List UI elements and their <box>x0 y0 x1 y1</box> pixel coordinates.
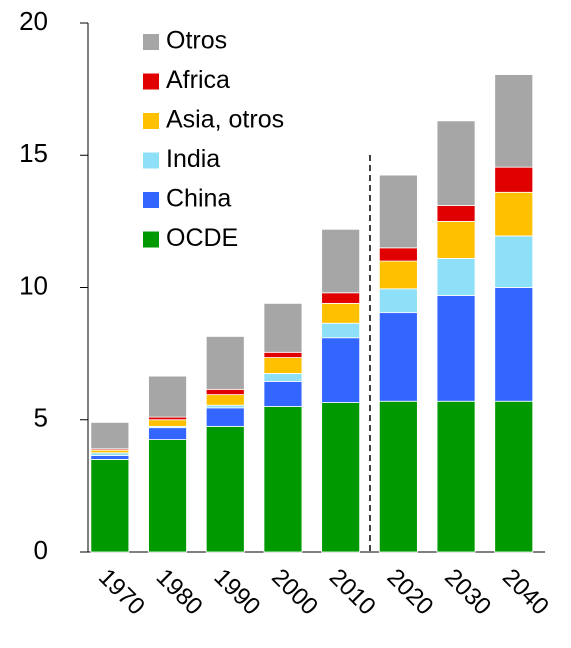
legend-label: Asia, otros <box>166 106 284 134</box>
legend-label: India <box>166 145 220 173</box>
bar-segment <box>321 322 361 339</box>
bar-segment <box>436 220 476 259</box>
bar-segment <box>378 247 418 262</box>
x-tick-label: 2030 <box>439 564 496 621</box>
bar-segment <box>321 302 361 324</box>
y-tick-label: 10 <box>19 270 48 300</box>
legend-swatch <box>143 73 159 90</box>
bar-segment <box>378 260 418 290</box>
bar-segment <box>90 459 130 553</box>
x-tick-label: 2040 <box>497 564 554 621</box>
legend-label: Africa <box>166 66 230 94</box>
x-tick-label: 1980 <box>151 564 208 621</box>
bar-segment <box>494 191 534 237</box>
bar-segment <box>263 357 303 374</box>
legend-swatch <box>143 152 159 169</box>
bar-segment <box>263 373 303 382</box>
bar-segment <box>436 120 476 206</box>
bar-segment <box>148 427 187 440</box>
bar-segment <box>378 400 418 553</box>
legend-label: China <box>166 185 231 213</box>
bar-segment <box>321 292 361 304</box>
y-tick-label: 20 <box>19 6 48 36</box>
bar-segment <box>378 174 418 249</box>
bar-segment <box>263 351 303 358</box>
bar-segment <box>321 228 361 294</box>
bar-segment <box>436 205 476 222</box>
bar-segment <box>205 336 245 390</box>
bar-segment <box>148 375 187 418</box>
x-tick-label: 2010 <box>324 564 381 621</box>
bar-segment <box>263 302 303 353</box>
bar-segment <box>321 402 361 553</box>
legend-swatch <box>143 113 159 129</box>
bar-segment <box>494 74 534 168</box>
bar-segment <box>205 394 245 406</box>
bar-segment <box>494 166 534 193</box>
bar-segment <box>436 258 476 296</box>
x-tick-label: 1970 <box>93 564 150 621</box>
bar-segment <box>494 287 534 402</box>
y-tick-label: 5 <box>34 403 48 433</box>
y-tick-label: 15 <box>19 138 48 168</box>
bar-segment <box>148 419 187 427</box>
bar-segment <box>494 235 534 288</box>
x-tick-label: 2000 <box>266 564 323 621</box>
bar-segment <box>90 455 130 460</box>
bar-segment <box>90 421 130 450</box>
bar-segment <box>494 400 534 553</box>
bar-segment <box>263 380 303 407</box>
bar-segment <box>321 337 361 403</box>
legend-label: Otros <box>166 27 227 55</box>
bar-segment <box>263 406 303 553</box>
legend-swatch <box>143 192 159 208</box>
bar-segment <box>205 425 245 553</box>
x-tick-label: 1990 <box>209 564 266 621</box>
legend-label: OCDE <box>166 224 238 252</box>
bar-segment <box>378 312 418 402</box>
x-tick-label: 2020 <box>382 564 439 621</box>
legend-swatch <box>143 34 159 50</box>
bar-segment <box>436 400 476 553</box>
legend-swatch <box>143 231 159 248</box>
bar-segment <box>436 295 476 402</box>
bar-segment <box>205 388 245 396</box>
bar-segment <box>148 439 187 553</box>
y-tick-label: 0 <box>34 535 48 565</box>
bar-segment <box>378 288 418 314</box>
bar-segment <box>205 407 245 427</box>
